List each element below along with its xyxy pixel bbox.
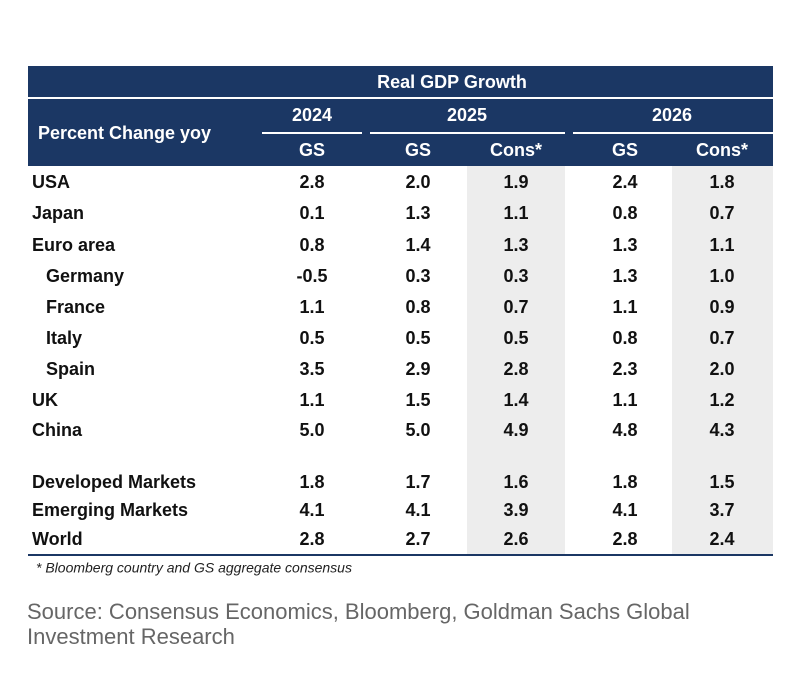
row-label: Developed Markets xyxy=(32,472,196,492)
cell-value: 1.8 xyxy=(612,472,637,492)
shaded-column xyxy=(672,166,773,555)
cell-value: 0.9 xyxy=(709,297,734,317)
cell-value: 2.0 xyxy=(405,172,430,192)
year-header: 2024 xyxy=(292,105,332,125)
row-label: USA xyxy=(32,172,70,192)
cell-value: 2.9 xyxy=(405,359,430,379)
cell-value: 2.6 xyxy=(503,529,528,549)
cell-value: 1.8 xyxy=(709,172,734,192)
cell-value: 0.5 xyxy=(503,328,528,348)
cell-value: 1.4 xyxy=(405,235,430,255)
cell-value: 4.1 xyxy=(299,500,324,520)
cell-value: 1.1 xyxy=(299,297,324,317)
header-band xyxy=(28,66,773,166)
row-label: Euro area xyxy=(32,235,116,255)
cell-value: 2.8 xyxy=(503,359,528,379)
cell-value: -0.5 xyxy=(296,266,327,286)
cell-value: 0.1 xyxy=(299,203,324,223)
table-title: Real GDP Growth xyxy=(377,72,527,92)
row-label: UK xyxy=(32,390,58,410)
cell-value: 1.9 xyxy=(503,172,528,192)
cell-value: 1.1 xyxy=(612,297,637,317)
cell-value: 3.5 xyxy=(299,359,324,379)
cell-value: 1.1 xyxy=(709,235,734,255)
cell-value: 1.4 xyxy=(503,390,528,410)
row-label: Emerging Markets xyxy=(32,500,188,520)
shaded-column xyxy=(467,166,565,555)
cell-value: 1.3 xyxy=(612,266,637,286)
column-header: GS xyxy=(612,140,638,160)
cell-value: 2.7 xyxy=(405,529,430,549)
cell-value: 0.5 xyxy=(299,328,324,348)
cell-value: 1.1 xyxy=(299,390,324,410)
year-header: 2026 xyxy=(652,105,692,125)
year-header: 2025 xyxy=(447,105,487,125)
cell-value: 4.1 xyxy=(405,500,430,520)
cell-value: 4.1 xyxy=(612,500,637,520)
cell-value: 1.5 xyxy=(405,390,430,410)
cell-value: 5.0 xyxy=(299,420,324,440)
cell-value: 1.3 xyxy=(612,235,637,255)
cell-value: 2.4 xyxy=(709,529,734,549)
row-label: France xyxy=(46,297,105,317)
cell-value: 1.1 xyxy=(503,203,528,223)
cell-value: 2.0 xyxy=(709,359,734,379)
row-label: World xyxy=(32,529,83,549)
cell-value: 2.3 xyxy=(612,359,637,379)
row-label: China xyxy=(32,420,83,440)
source: Source: Consensus Economics, Bloomberg, … xyxy=(27,599,690,624)
cell-value: 0.8 xyxy=(299,235,324,255)
cell-value: 2.4 xyxy=(612,172,637,192)
column-header: GS xyxy=(299,140,325,160)
row-label: Italy xyxy=(46,328,82,348)
cell-value: 4.9 xyxy=(503,420,528,440)
cell-value: 2.8 xyxy=(299,172,324,192)
row-label: Germany xyxy=(46,266,124,286)
cell-value: 0.3 xyxy=(503,266,528,286)
cell-value: 3.7 xyxy=(709,500,734,520)
cell-value: 0.7 xyxy=(503,297,528,317)
cell-value: 2.8 xyxy=(299,529,324,549)
cell-value: 0.8 xyxy=(612,328,637,348)
cell-value: 0.7 xyxy=(709,203,734,223)
cell-value: 1.6 xyxy=(503,472,528,492)
source: Investment Research xyxy=(27,624,235,649)
cell-value: 0.8 xyxy=(405,297,430,317)
row-label: Japan xyxy=(32,203,84,223)
cell-value: 0.8 xyxy=(612,203,637,223)
column-header: GS xyxy=(405,140,431,160)
row-label: Spain xyxy=(46,359,95,379)
cell-value: 1.3 xyxy=(405,203,430,223)
column-header: Cons* xyxy=(490,140,542,160)
footnote: * Bloomberg country and GS aggregate con… xyxy=(36,560,352,576)
cell-value: 1.2 xyxy=(709,390,734,410)
cell-value: 1.8 xyxy=(299,472,324,492)
cell-value: 5.0 xyxy=(405,420,430,440)
cell-value: 0.3 xyxy=(405,266,430,286)
cell-value: 0.5 xyxy=(405,328,430,348)
cell-value: 3.9 xyxy=(503,500,528,520)
cell-value: 1.1 xyxy=(612,390,637,410)
cell-value: 0.7 xyxy=(709,328,734,348)
cell-value: 1.0 xyxy=(709,266,734,286)
cell-value: 1.7 xyxy=(405,472,430,492)
cell-value: 1.3 xyxy=(503,235,528,255)
column-header: Cons* xyxy=(696,140,748,160)
cell-value: 4.3 xyxy=(709,420,734,440)
stub-header: Percent Change yoy xyxy=(38,123,211,143)
cell-value: 1.5 xyxy=(709,472,734,492)
cell-value: 2.8 xyxy=(612,529,637,549)
cell-value: 4.8 xyxy=(612,420,637,440)
